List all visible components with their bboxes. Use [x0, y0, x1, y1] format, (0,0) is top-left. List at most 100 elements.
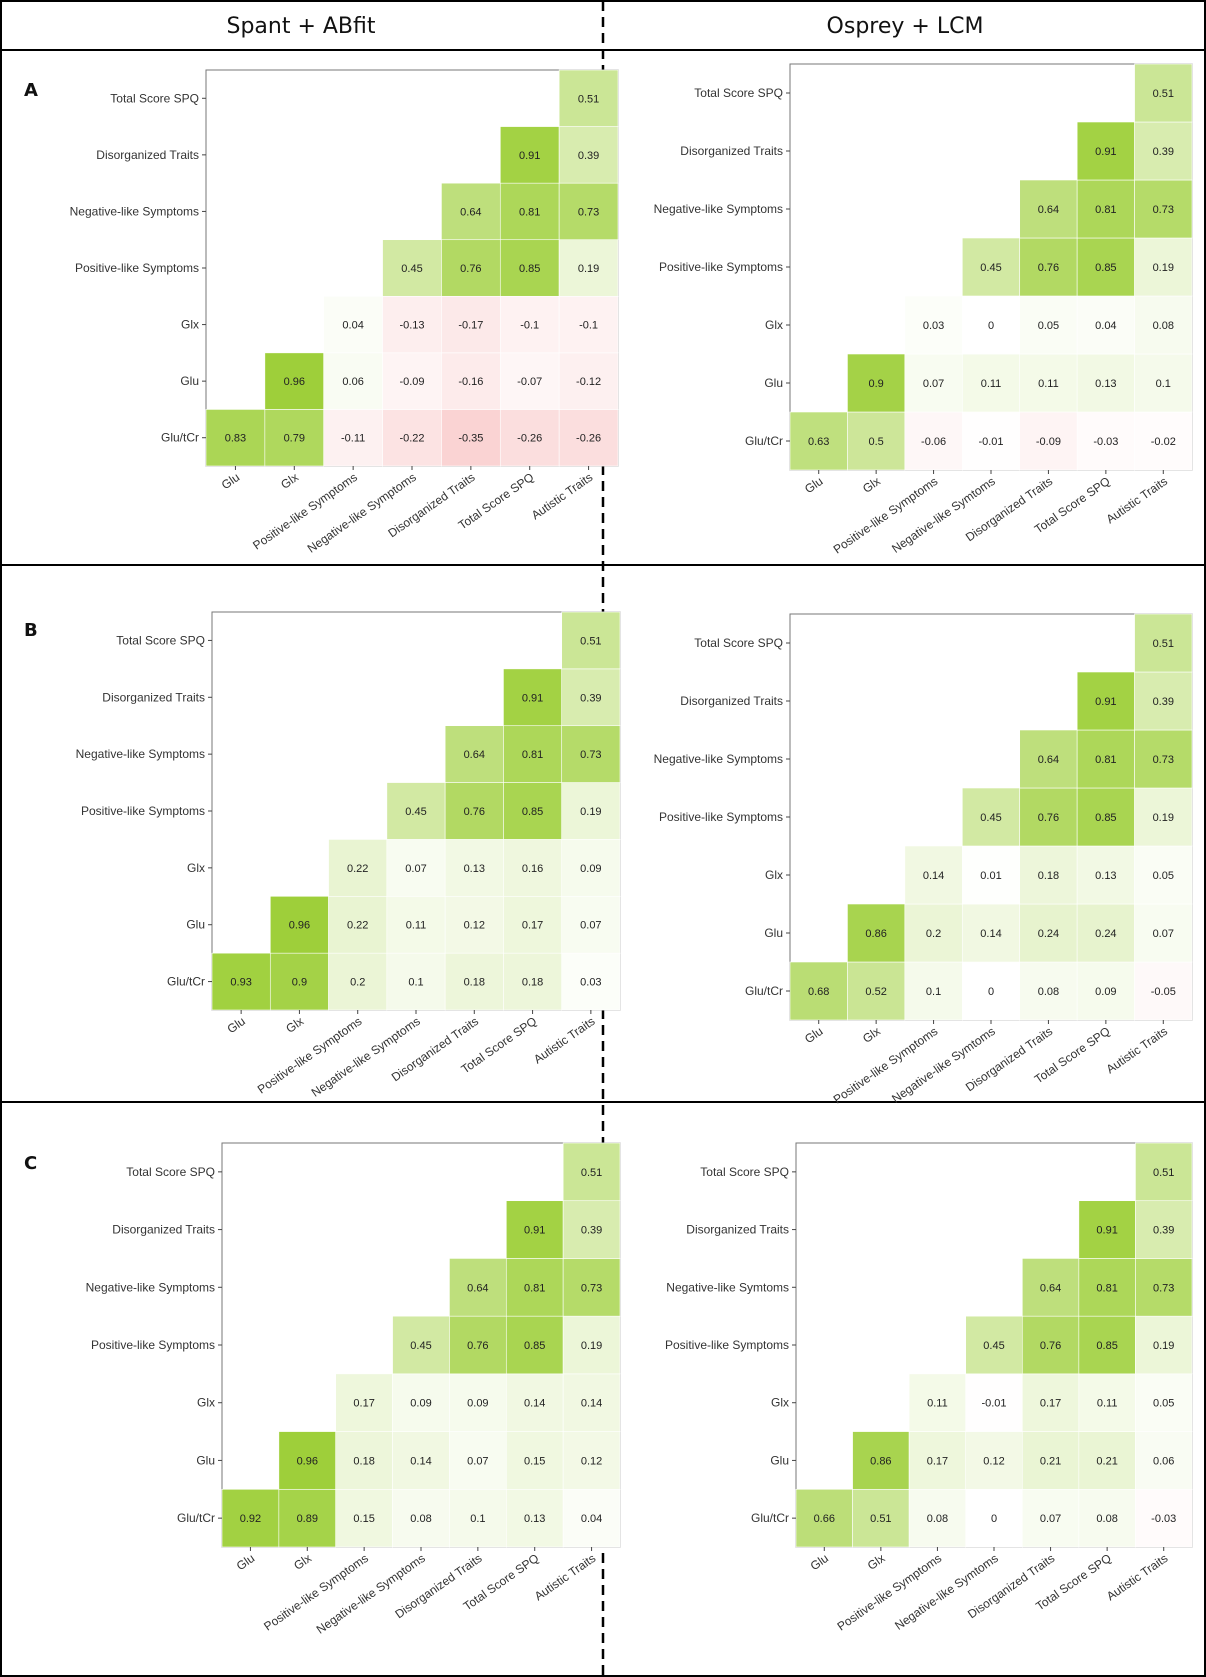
cell-value-label: 0.81 — [1095, 754, 1116, 766]
heatmap-cell — [1134, 787, 1193, 847]
cell-value-label: 0.73 — [1153, 204, 1174, 216]
cell-value-label: 0.45 — [983, 1340, 1004, 1352]
cell-value-label: 0.12 — [464, 920, 485, 932]
heatmap-panel-a-2: 0.63 0.5 -0.06 -0.01 -0.09 -0.03 -0.02 0.9 0.07 0… — [654, 63, 1193, 557]
cell-value-label: 0.08 — [1096, 1513, 1117, 1525]
heatmap-cell — [1021, 1488, 1080, 1548]
heatmap-cell — [1135, 1142, 1193, 1202]
cell-value-label: 0.09 — [1095, 986, 1116, 998]
cell-value-label: 0.66 — [814, 1513, 835, 1525]
x-tick-label: Autistic Traits — [529, 470, 595, 522]
y-tick-label: Glx — [187, 861, 205, 875]
cell-value-label: 0.21 — [1096, 1455, 1117, 1467]
cell-value-label: 0.19 — [580, 806, 601, 818]
heatmap-cell — [1019, 787, 1078, 847]
y-tick-label: Total Score SPQ — [700, 1165, 789, 1179]
heatmap-cell — [441, 352, 501, 410]
heatmap-cell — [1134, 845, 1193, 905]
heatmap-cell — [386, 782, 446, 840]
x-tick-label: Glx — [865, 1551, 888, 1573]
y-tick-label: Glx — [765, 318, 783, 332]
x-tick-label: Glu — [234, 1551, 257, 1573]
heatmap-cell — [1076, 845, 1135, 905]
heatmap-cell — [965, 1315, 1023, 1375]
cell-value-label: 0.05 — [1153, 1398, 1174, 1410]
heatmap-cell — [444, 895, 504, 954]
cell-value-label: 0.45 — [410, 1340, 431, 1352]
cell-value-label: 0.51 — [870, 1513, 891, 1525]
cell-value-label: 0.19 — [1153, 262, 1174, 274]
cell-value-label: 0.64 — [1038, 754, 1059, 766]
heatmap-cell — [1134, 671, 1193, 731]
cell-value-label: -0.26 — [517, 433, 542, 445]
row-label-b: B — [24, 620, 38, 641]
heatmap-cell — [561, 725, 621, 783]
heatmap-cell — [1134, 237, 1193, 297]
cell-value-label: 0.08 — [1038, 986, 1059, 998]
heatmap-cell — [328, 839, 388, 897]
heatmap-cell — [382, 352, 442, 410]
cell-value-label: 0.63 — [808, 436, 829, 448]
heatmap-cell — [503, 725, 563, 783]
x-tick-label: Positive-like Symptoms — [261, 1551, 371, 1634]
y-tick-label: Glu — [196, 1453, 215, 1467]
cell-value-label: 0.07 — [580, 920, 601, 932]
cell-value-label: 0.13 — [1095, 378, 1116, 390]
cell-value-label: 0.13 — [464, 863, 485, 875]
heatmap-cell — [961, 787, 1021, 847]
cell-value-label: 0.39 — [580, 692, 601, 704]
y-tick-label: Negative-like Symptoms — [654, 202, 783, 216]
y-tick-label: Disorganized Traits — [686, 1223, 789, 1237]
heatmap-cell — [382, 239, 442, 297]
heatmap-cell — [1134, 903, 1193, 963]
cell-value-label: -0.01 — [981, 1398, 1006, 1410]
x-tick-label: Glu — [802, 1024, 825, 1046]
heatmap-cell — [392, 1315, 450, 1375]
heatmap-cell — [335, 1431, 393, 1490]
cell-value-label: 0.17 — [353, 1398, 374, 1410]
heatmap-cell — [561, 668, 621, 727]
heatmap-cell — [499, 239, 560, 297]
heatmap-cell — [449, 1373, 507, 1432]
heatmap-cell — [562, 1373, 621, 1432]
heatmap-cell — [323, 352, 383, 410]
heatmap-cell — [1135, 1431, 1193, 1490]
cell-value-label: 0.85 — [519, 263, 540, 275]
heatmap-cell — [961, 295, 1021, 355]
heatmap-cell — [1078, 1373, 1136, 1432]
heatmap-cell — [1076, 903, 1135, 963]
y-tick-label: Glu/tCr — [167, 975, 205, 989]
cell-value-label: 0.64 — [1040, 1282, 1061, 1294]
cell-value-label: 0.06 — [1153, 1455, 1174, 1467]
heatmap-cell — [499, 295, 560, 354]
cell-value-label: 0.21 — [1040, 1455, 1061, 1467]
heatmap-cell — [278, 1431, 337, 1490]
x-tick-label: Negative-like Symptoms — [309, 1014, 423, 1100]
cell-value-label: -0.03 — [1093, 436, 1118, 448]
heatmap-cell — [449, 1431, 507, 1490]
y-tick-label: Glu — [186, 918, 205, 932]
heatmap-cell — [505, 1488, 564, 1548]
cell-value-label: 0 — [991, 1513, 997, 1525]
cell-value-label: 0.86 — [865, 928, 886, 940]
cell-value-label: 0.83 — [225, 433, 246, 445]
cell-value-label: 0.76 — [467, 1340, 488, 1352]
y-tick-label: Negative-like Symptoms — [654, 752, 783, 766]
cell-value-label: 0.07 — [1040, 1513, 1061, 1525]
cell-value-label: 0.76 — [460, 263, 481, 275]
heatmap-cell — [1021, 1315, 1080, 1375]
cell-value-label: 0.96 — [284, 376, 305, 388]
x-tick-label: Glu — [802, 474, 825, 496]
x-tick-label: Autistic Traits — [532, 1551, 598, 1603]
cell-value-label: 0.04 — [1095, 320, 1116, 332]
cell-value-label: 0.19 — [1153, 812, 1174, 824]
cell-value-label: 0.06 — [342, 376, 363, 388]
cell-value-label: -0.07 — [517, 376, 542, 388]
cell-value-label: 0.73 — [581, 1282, 602, 1294]
heatmap-cell — [1135, 1258, 1193, 1317]
heatmap-cell — [1078, 1258, 1136, 1317]
column-header-left: Spant + ABfit — [226, 14, 376, 39]
heatmap-cell — [269, 952, 329, 1011]
heatmap-cell — [558, 352, 619, 410]
heatmap-cell — [847, 961, 906, 1021]
